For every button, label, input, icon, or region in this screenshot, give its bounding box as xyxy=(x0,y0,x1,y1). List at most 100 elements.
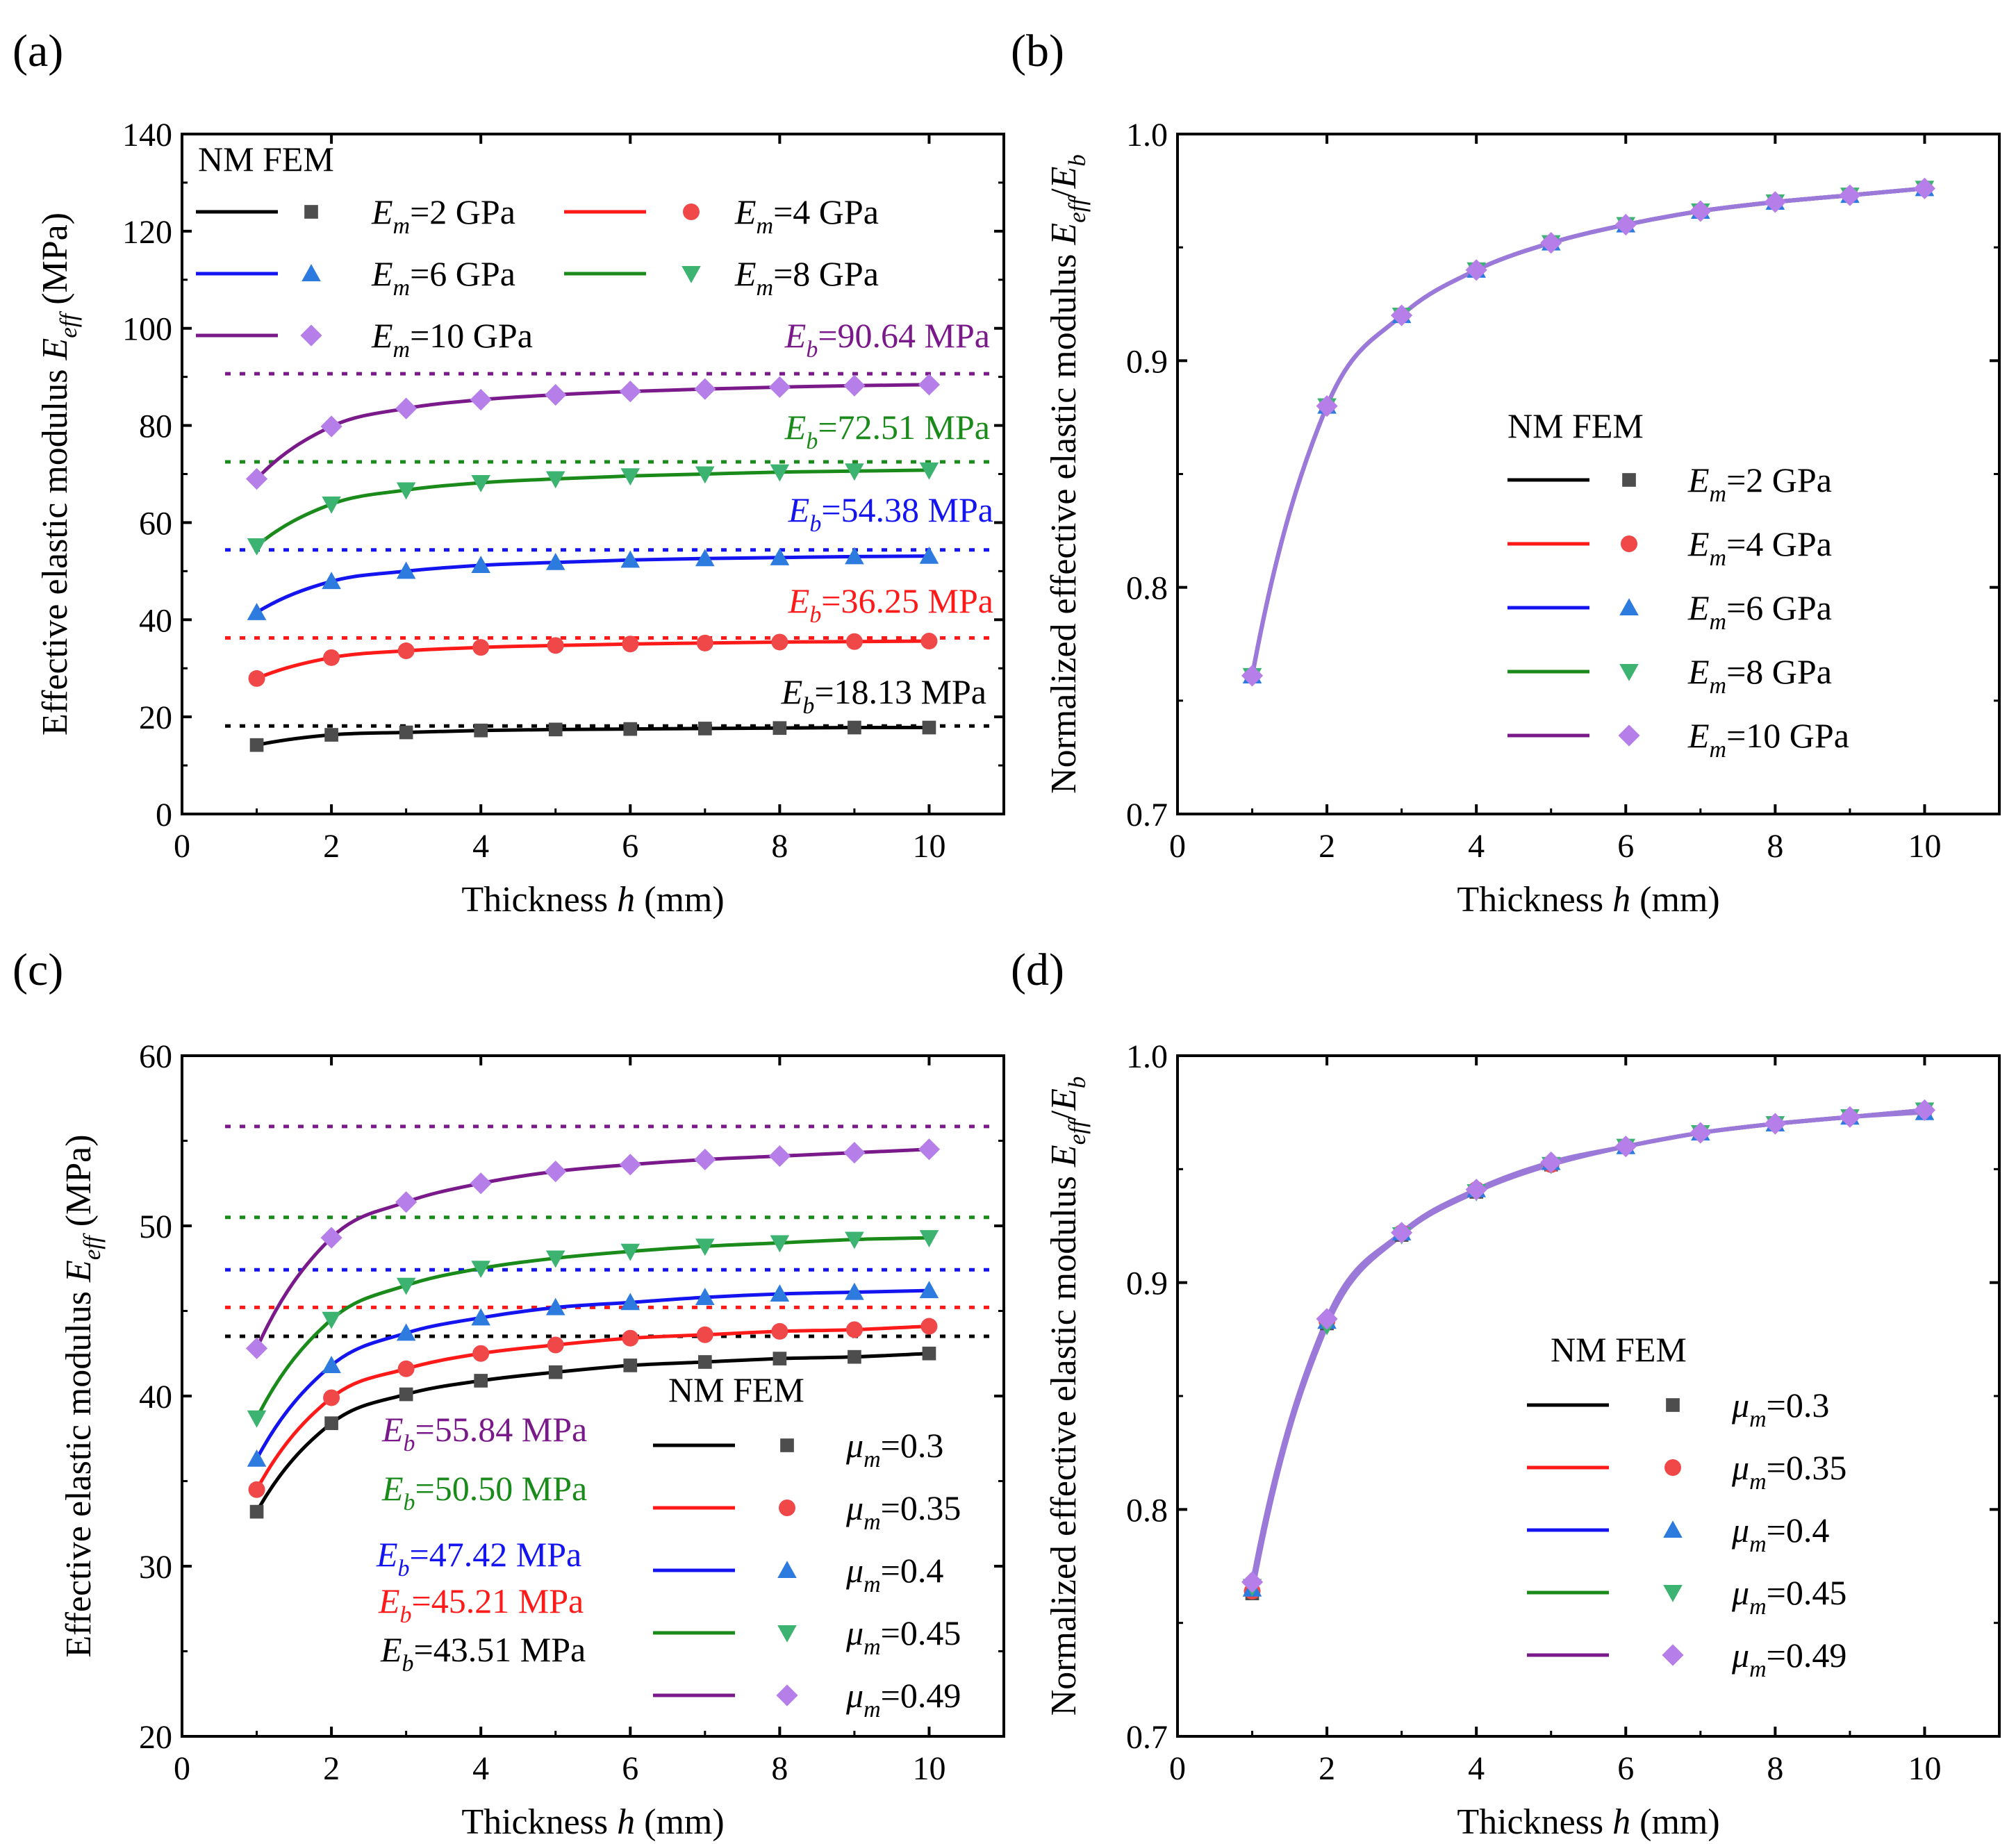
data-point xyxy=(1913,1099,1936,1121)
legend-marker xyxy=(1618,724,1640,747)
data-point xyxy=(919,1230,939,1247)
y-axis-label-symbol: E xyxy=(1044,223,1084,246)
legend-header: NM FEM xyxy=(1507,406,1644,445)
x-tick-label: 8 xyxy=(1767,1750,1783,1787)
label-symbol: E xyxy=(734,192,757,231)
data-point xyxy=(622,636,639,653)
data-point xyxy=(623,1359,638,1372)
label-subscript: b xyxy=(809,511,821,537)
data-point xyxy=(322,1356,341,1373)
label-subscript: b xyxy=(809,602,821,628)
legend-marker xyxy=(1663,1520,1683,1538)
y-axis-label-text: Effective elastic modulus xyxy=(35,360,75,736)
y-axis-label-slash: / xyxy=(1044,1110,1084,1120)
x-tick-label: 4 xyxy=(472,1750,489,1787)
data-point xyxy=(697,1355,712,1369)
legend-marker xyxy=(304,205,318,219)
y-axis-label-text: Normalized effective elastic modulus xyxy=(1044,1167,1084,1716)
data-point xyxy=(1241,665,1264,687)
data-point xyxy=(771,1322,788,1340)
series-line xyxy=(256,554,929,614)
legend-label: μm=0.35 xyxy=(1731,1448,1846,1495)
reference-label: Eb=45.21 MPa xyxy=(378,1581,584,1628)
y-axis-label-subscript: eff xyxy=(1064,1118,1091,1145)
data-point xyxy=(1689,200,1712,222)
data-point xyxy=(1391,1222,1413,1244)
legend-header: NM FEM xyxy=(668,1370,804,1409)
x-axis-label-text: Thickness xyxy=(1457,1802,1612,1842)
y-tick-label: 30 xyxy=(139,1549,172,1586)
series-line xyxy=(255,1236,929,1419)
series-line xyxy=(255,383,929,481)
data-point xyxy=(397,642,415,660)
reference-label: Eb=54.38 MPa xyxy=(788,490,993,537)
data-point xyxy=(1465,1179,1487,1201)
data-point xyxy=(845,547,864,565)
label-rest: =0.35 xyxy=(1767,1448,1847,1487)
y-axis-label-subscript: eff xyxy=(55,311,82,338)
data-point xyxy=(1764,191,1786,213)
data-point xyxy=(471,1308,490,1326)
label-symbol: E xyxy=(381,1469,404,1508)
data-point xyxy=(772,721,787,736)
data-point xyxy=(324,728,338,742)
data-point xyxy=(1316,1308,1338,1330)
label-symbol: μ xyxy=(845,1488,864,1527)
label-subscript: m xyxy=(393,213,411,239)
data-point xyxy=(1540,1151,1562,1174)
x-tick-label: 2 xyxy=(323,828,340,865)
data-point xyxy=(247,1449,267,1467)
legend-header: NM FEM xyxy=(198,140,334,178)
label-symbol: E xyxy=(1687,524,1710,563)
legend-label: Em=2 GPa xyxy=(371,192,515,239)
series-line xyxy=(255,1352,929,1513)
y-tick-label: 0.7 xyxy=(1126,797,1168,833)
legend-marker xyxy=(1621,535,1637,552)
reference-label: Eb=72.51 MPa xyxy=(784,408,990,454)
data-point xyxy=(396,1323,416,1341)
label-rest: =10 GPa xyxy=(1726,716,1849,755)
data-point xyxy=(1391,304,1413,326)
y-axis-label: Effective elastic modulus Eeff (MPa) xyxy=(59,1134,106,1657)
legend-label: μm=0.35 xyxy=(845,1488,961,1535)
data-point xyxy=(396,482,416,500)
reference-label: Eb=43.51 MPa xyxy=(380,1630,586,1677)
y-axis-label-subscript: eff xyxy=(79,1233,106,1260)
label-rest: =0.3 xyxy=(881,1426,944,1465)
label-rest: =45.21 MPa xyxy=(412,1581,584,1620)
data-point xyxy=(1540,232,1562,254)
label-subscript: m xyxy=(757,275,774,301)
legend-label: Em=6 GPa xyxy=(371,254,515,301)
data-point xyxy=(322,572,341,590)
x-axis-label-symbol: h xyxy=(1612,1802,1630,1842)
y-tick-label: 40 xyxy=(139,602,172,639)
data-point xyxy=(1839,1106,1861,1128)
data-point xyxy=(548,722,563,737)
label-subscript: m xyxy=(1749,1406,1767,1432)
y-tick-label: 50 xyxy=(139,1208,172,1245)
label-symbol: E xyxy=(371,192,393,231)
label-symbol: E xyxy=(781,672,803,711)
y-tick-label: 40 xyxy=(139,1379,172,1415)
data-point xyxy=(620,1243,641,1261)
data-point xyxy=(1241,1571,1264,1593)
plot-frame xyxy=(181,133,1005,815)
legend-marker xyxy=(681,265,701,283)
data-point xyxy=(395,1191,418,1213)
legend-label: Em=6 GPa xyxy=(1687,588,1832,635)
x-tick-label: 4 xyxy=(1468,1750,1485,1787)
series-line xyxy=(256,726,929,747)
data-point xyxy=(545,471,565,489)
y-tick-label: 60 xyxy=(139,505,172,542)
legend-marker xyxy=(683,203,700,220)
data-point xyxy=(918,374,941,396)
label-subscript: m xyxy=(393,275,411,301)
label-symbol: E xyxy=(378,1581,400,1620)
x-tick-label: 6 xyxy=(1617,1750,1634,1787)
label-rest: =90.64 MPa xyxy=(818,316,990,355)
data-point xyxy=(919,462,939,480)
data-point xyxy=(247,602,267,620)
data-point xyxy=(694,1148,716,1171)
label-rest: =50.50 MPa xyxy=(415,1469,588,1508)
